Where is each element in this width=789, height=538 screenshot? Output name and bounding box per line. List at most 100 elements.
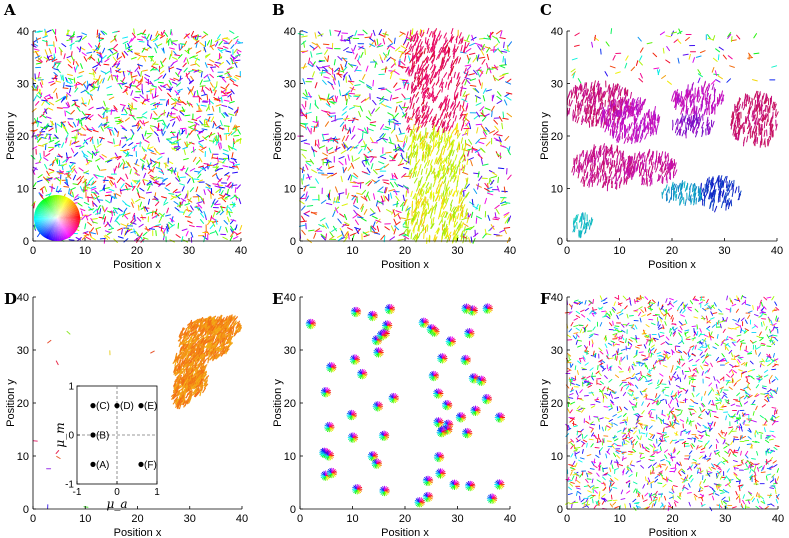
particle [463, 164, 466, 172]
particle [426, 225, 429, 232]
particle [113, 144, 120, 147]
particle [409, 96, 412, 104]
particle [305, 176, 313, 179]
particle [397, 238, 404, 241]
particle [220, 86, 226, 90]
particle [122, 40, 129, 45]
particle [328, 151, 335, 155]
particle [173, 77, 179, 81]
particle [186, 206, 190, 212]
particle [189, 141, 195, 145]
particle [337, 236, 343, 242]
particle [436, 149, 440, 155]
particle [236, 40, 242, 44]
particle [430, 218, 433, 225]
particle [125, 117, 130, 122]
particle [456, 82, 461, 88]
particle [55, 185, 59, 192]
particle [84, 178, 87, 185]
particle [445, 42, 449, 48]
particle [500, 145, 507, 148]
particle [217, 47, 224, 49]
particle [478, 141, 485, 145]
particle [64, 172, 70, 175]
particle [44, 125, 50, 129]
particle [106, 191, 112, 193]
particle [115, 155, 121, 159]
particle [145, 226, 149, 232]
particle [340, 149, 347, 154]
particle [206, 94, 209, 101]
particle [38, 192, 44, 197]
particle [148, 226, 154, 231]
particle [372, 79, 374, 87]
particle [67, 101, 71, 108]
particle [445, 123, 450, 130]
particle [351, 48, 355, 55]
particle [428, 149, 431, 156]
particle [44, 144, 47, 151]
particle [330, 101, 337, 104]
particle [375, 106, 380, 112]
particle [332, 210, 336, 217]
particle [230, 131, 236, 136]
particle [365, 116, 372, 121]
particle [309, 61, 315, 67]
particle [426, 150, 430, 157]
particle [446, 186, 450, 193]
particle [372, 29, 376, 37]
particle [111, 129, 115, 136]
particle [453, 71, 456, 79]
particle [133, 166, 138, 172]
particle [472, 205, 479, 210]
particle [380, 234, 385, 240]
y-tick-label: 40 [284, 26, 296, 38]
particle [54, 140, 60, 145]
particle [353, 144, 359, 149]
particle [218, 194, 225, 198]
particle [232, 171, 238, 174]
particle [440, 165, 443, 172]
particle [503, 201, 511, 204]
particle [415, 55, 419, 62]
particle [675, 186, 678, 194]
particle [233, 236, 239, 240]
particle [231, 182, 234, 189]
particle [480, 49, 485, 56]
particle [207, 116, 211, 123]
particle [150, 66, 155, 72]
particle [91, 218, 98, 220]
particle [157, 33, 164, 37]
particle [435, 39, 438, 46]
particle [343, 142, 349, 148]
particle [68, 192, 73, 198]
particle [73, 168, 78, 174]
particle [680, 107, 683, 115]
particle [476, 215, 482, 220]
particle [114, 165, 117, 172]
particle [175, 147, 181, 151]
particle [502, 72, 509, 75]
particle [594, 108, 596, 115]
particle [464, 230, 468, 237]
particle [414, 72, 417, 79]
particle [467, 157, 474, 161]
particle [454, 115, 457, 122]
particle [503, 228, 507, 235]
particle [338, 193, 341, 200]
particle [362, 29, 368, 35]
particle [423, 196, 426, 203]
particle [209, 224, 214, 230]
particle [131, 145, 138, 149]
particle [314, 139, 317, 147]
particle [162, 119, 166, 126]
particle [424, 73, 428, 80]
particle [39, 186, 45, 191]
particle [453, 107, 457, 114]
particle [157, 75, 163, 80]
y-tick-label: 10 [17, 184, 29, 196]
particle [86, 159, 93, 162]
particle [148, 88, 155, 92]
particle [136, 217, 142, 222]
particle [380, 195, 384, 202]
